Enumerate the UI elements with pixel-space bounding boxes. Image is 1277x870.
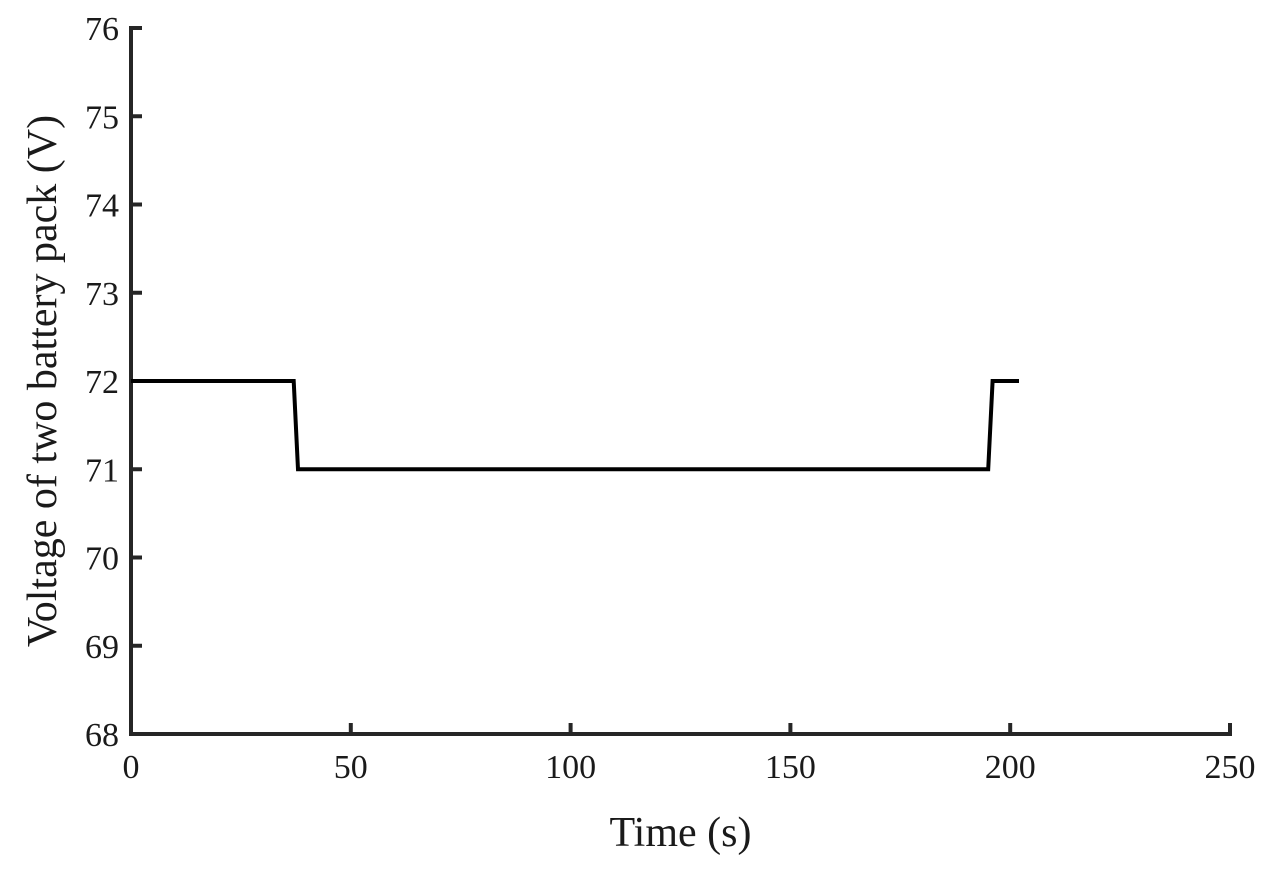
series-line-voltage <box>131 379 1019 472</box>
y-axis-label: Voltage of two battery pack (V) <box>20 115 66 647</box>
x-tick-label: 50 <box>334 749 368 786</box>
x-tick-label: 150 <box>765 749 816 786</box>
x-tick-label: 250 <box>1205 749 1256 786</box>
y-tick-label: 74 <box>85 188 119 225</box>
x-axis-ticks: 0 50 100 150 200 250 <box>123 723 1256 786</box>
x-axis-label: Time (s) <box>610 810 752 856</box>
x-tick-label: 100 <box>545 749 596 786</box>
y-tick-label: 68 <box>85 717 119 754</box>
y-tick-label: 70 <box>85 541 119 578</box>
y-tick-label: 71 <box>85 452 119 489</box>
y-tick-label: 69 <box>85 629 119 666</box>
x-tick-label: 0 <box>123 749 140 786</box>
x-tick-label: 200 <box>985 749 1036 786</box>
y-tick-label: 73 <box>85 276 119 313</box>
y-tick-label: 72 <box>85 364 119 401</box>
y-tick-label: 75 <box>85 99 119 136</box>
y-tick-label: 76 <box>85 11 119 48</box>
